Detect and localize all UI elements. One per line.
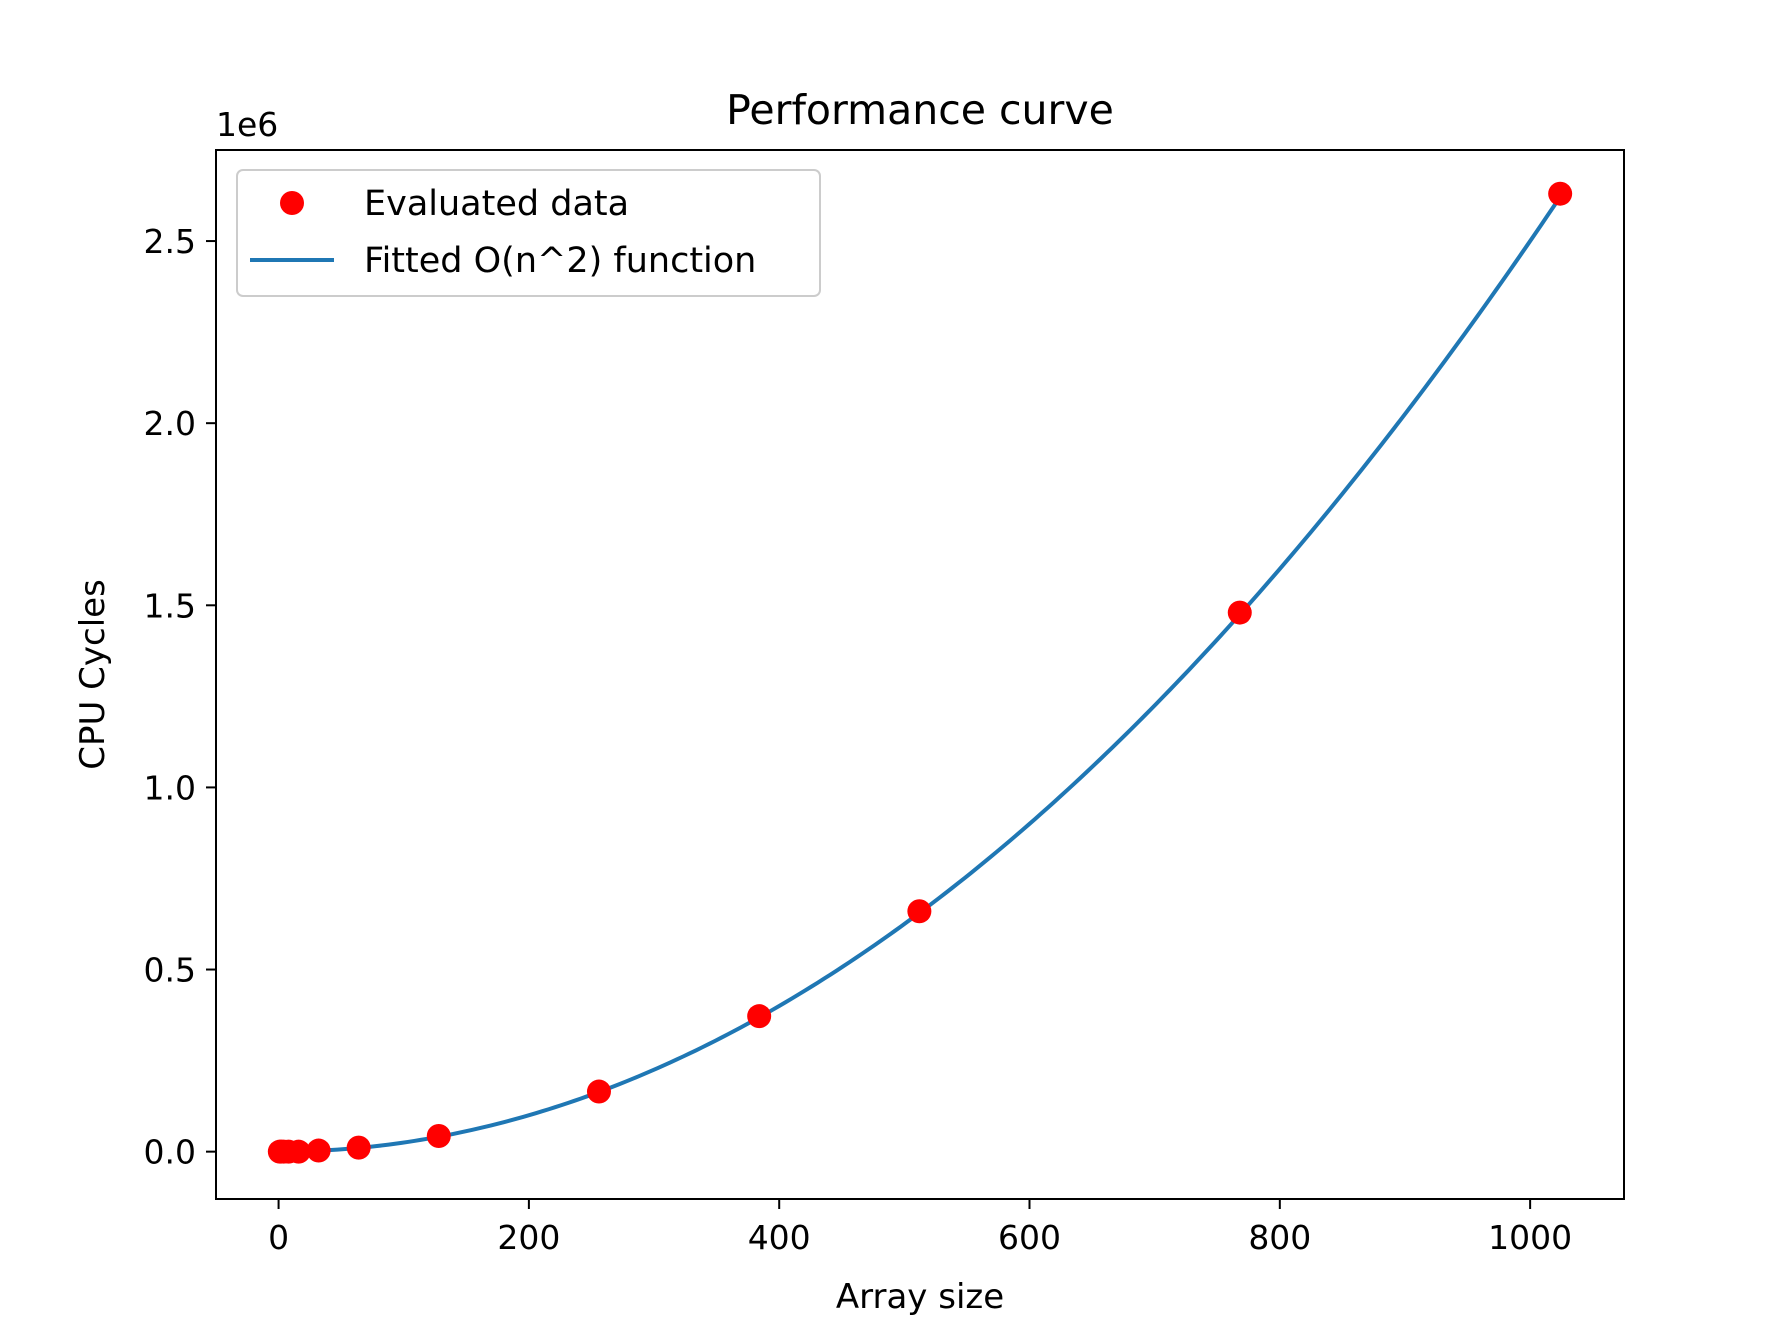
x-tick-label: 1000 (1488, 1218, 1572, 1257)
legend: Evaluated data Fitted O(n^2) function (236, 169, 821, 297)
legend-marker-evaluated-data (280, 191, 304, 215)
data-point (907, 899, 932, 924)
legend-box (236, 169, 821, 297)
chart-title: Performance curve (726, 86, 1114, 134)
x-axis: 0 200 400 600 800 1000 (268, 1199, 1572, 1257)
y-tick-label: 1.0 (144, 768, 196, 807)
data-point (1548, 181, 1573, 206)
x-tick-label: 600 (998, 1218, 1061, 1257)
y-tick-label: 1.5 (144, 586, 196, 625)
data-point (346, 1135, 371, 1160)
data-point (1227, 600, 1252, 625)
y-axis-label: CPU Cycles (73, 579, 113, 770)
x-tick-label: 400 (748, 1218, 811, 1257)
data-point (306, 1138, 331, 1163)
y-offset-label: 1e6 (216, 105, 278, 144)
data-point (286, 1139, 311, 1164)
plot-frame (215, 149, 1625, 1200)
legend-label-evaluated-data: Evaluated data (364, 184, 629, 224)
plot-area (215, 149, 1625, 1200)
y-tick-label: 0.5 (144, 951, 196, 990)
y-tick-label: 0.0 (144, 1133, 196, 1172)
y-axis: 0.0 0.5 1.0 1.5 2.0 2.5 (144, 222, 216, 1172)
data-point (586, 1079, 611, 1104)
legend-label-fitted-function: Fitted O(n^2) function (364, 241, 756, 281)
x-tick-label: 200 (497, 1218, 560, 1257)
x-tick-label: 800 (1248, 1218, 1311, 1257)
y-tick-label: 2.0 (144, 404, 196, 443)
y-tick-label: 2.5 (144, 222, 196, 261)
data-point (747, 1004, 772, 1029)
x-tick-label: 0 (268, 1218, 289, 1257)
data-point (426, 1123, 451, 1148)
x-axis-label: Array size (836, 1277, 1004, 1317)
